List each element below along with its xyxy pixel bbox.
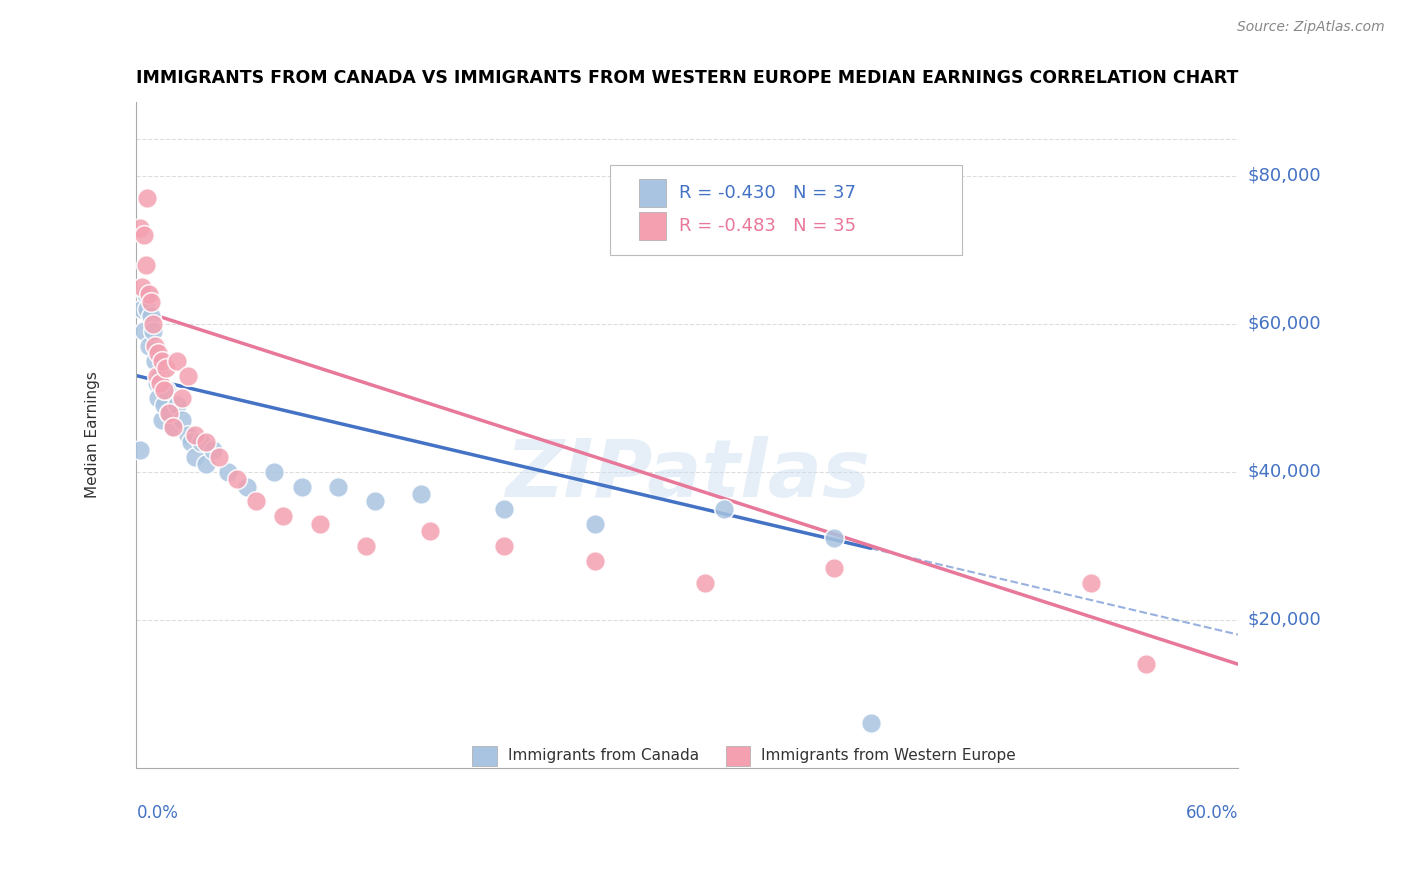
Point (131, 280, 153, 294)
Point (217, 465, 239, 479)
Point (177, 368, 200, 383)
Point (172, 391, 194, 405)
Bar (638, 212, 666, 241)
Point (150, 413, 173, 427)
Point (177, 427, 200, 442)
Point (823, 532, 845, 546)
Point (419, 524, 441, 538)
Text: Source: ZipAtlas.com: Source: ZipAtlas.com (1237, 20, 1385, 34)
Point (143, 339, 166, 353)
Point (166, 398, 188, 412)
Point (162, 420, 184, 434)
Point (153, 398, 176, 412)
Point (166, 354, 188, 368)
Point (139, 310, 162, 324)
Point (1135, 657, 1157, 672)
Point (492, 539, 515, 553)
Point (150, 354, 173, 368)
Point (136, 191, 159, 205)
Text: $20,000: $20,000 (1247, 611, 1320, 629)
Bar (725, 746, 749, 765)
Point (153, 384, 176, 398)
Point (1080, 575, 1102, 590)
Point (409, 487, 432, 501)
Text: 60.0%: 60.0% (1185, 805, 1237, 822)
Text: $40,000: $40,000 (1247, 463, 1320, 481)
Text: R = -0.483   N = 35: R = -0.483 N = 35 (679, 218, 856, 235)
Point (271, 509, 294, 524)
Point (149, 376, 172, 390)
Point (245, 494, 267, 508)
Point (155, 384, 177, 398)
Point (155, 361, 177, 376)
Point (142, 324, 165, 338)
Point (172, 413, 194, 427)
Point (129, 220, 152, 235)
Text: Immigrants from Canada: Immigrants from Canada (508, 748, 699, 764)
Text: IMMIGRANTS FROM CANADA VS IMMIGRANTS FROM WESTERN EUROPE MEDIAN EARNINGS CORRELA: IMMIGRANTS FROM CANADA VS IMMIGRANTS FRO… (136, 69, 1239, 87)
Point (492, 501, 515, 516)
Point (145, 368, 167, 383)
Point (184, 450, 207, 464)
Point (135, 258, 157, 272)
Text: Immigrants from Western Europe: Immigrants from Western Europe (761, 748, 1015, 764)
Point (180, 435, 202, 450)
Point (583, 516, 606, 531)
Point (129, 442, 152, 457)
FancyBboxPatch shape (610, 165, 963, 255)
Point (132, 228, 155, 243)
Point (138, 287, 160, 301)
Point (131, 302, 153, 317)
Point (713, 501, 735, 516)
Point (263, 465, 285, 479)
Point (859, 716, 882, 731)
Point (139, 294, 162, 309)
Point (195, 435, 218, 450)
Point (309, 516, 332, 531)
Text: 0.0%: 0.0% (136, 805, 179, 822)
Point (328, 480, 350, 494)
Point (190, 435, 212, 450)
Point (142, 317, 165, 331)
Text: $80,000: $80,000 (1247, 167, 1320, 185)
Point (208, 450, 231, 464)
Point (148, 346, 170, 360)
Point (149, 368, 172, 383)
Point (583, 553, 606, 567)
Point (135, 287, 157, 301)
Point (138, 339, 160, 353)
Text: ZIPatlas: ZIPatlas (505, 436, 870, 514)
Point (291, 480, 314, 494)
Point (159, 406, 181, 420)
Point (159, 406, 181, 420)
Point (195, 458, 218, 472)
Point (132, 324, 155, 338)
Point (823, 561, 845, 575)
Point (184, 427, 207, 442)
Point (226, 472, 249, 486)
Text: $60,000: $60,000 (1247, 315, 1320, 333)
Point (136, 302, 159, 317)
Text: Median Earnings: Median Earnings (84, 371, 100, 499)
Bar (472, 746, 496, 765)
Point (162, 420, 184, 434)
Point (148, 391, 170, 405)
Point (145, 376, 167, 390)
Text: R = -0.430   N = 37: R = -0.430 N = 37 (679, 184, 856, 202)
Point (202, 442, 225, 457)
Bar (638, 179, 666, 207)
Point (143, 354, 166, 368)
Point (695, 575, 717, 590)
Point (235, 480, 257, 494)
Point (364, 494, 387, 508)
Point (354, 539, 377, 553)
